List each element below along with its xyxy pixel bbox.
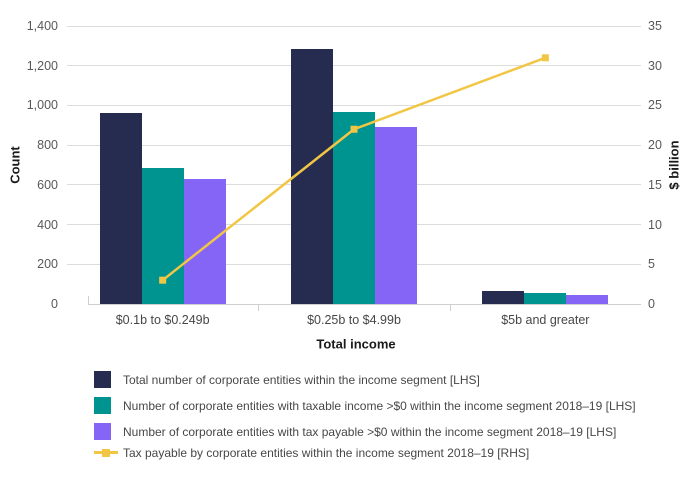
x-axis-title: Total income: [316, 336, 396, 352]
legend-label: Number of corporate entities with taxabl…: [123, 398, 636, 413]
bar-segment: [291, 48, 333, 304]
legend-label: Tax payable by corporate entities within…: [123, 445, 530, 460]
x-axis-line: [88, 304, 641, 305]
category-tick: [258, 304, 260, 311]
gridline: [67, 104, 641, 106]
y-left-tick-label: 200: [37, 257, 58, 272]
gridline: [67, 25, 641, 27]
y-right-tick-label: 25: [648, 98, 662, 113]
y-right-tick-label: 5: [648, 257, 655, 272]
bar-segment: [524, 293, 567, 304]
legend-item: Number of corporate entities with taxabl…: [94, 397, 636, 414]
y-left-tick-label: 1,000: [26, 98, 58, 113]
legend-swatch: [94, 397, 111, 414]
y-right-tick-label: 10: [648, 217, 662, 232]
y-axis-tick: [88, 296, 89, 304]
legend-item: Tax payable by corporate entities within…: [94, 444, 529, 461]
bar-segment: [183, 178, 226, 304]
y-left-tick-label: 800: [37, 138, 58, 153]
category-tick: [449, 304, 451, 311]
legend-swatch: [94, 371, 111, 388]
bar-segment: [99, 113, 142, 304]
legend-label: Total number of corporate entities withi…: [123, 372, 480, 387]
y-left-tick-label: 600: [37, 177, 58, 192]
legend-label: Number of corporate entities with tax pa…: [123, 424, 617, 439]
y-right-tick-label: 0: [648, 297, 655, 311]
legend-item: Total number of corporate entities withi…: [94, 371, 480, 388]
y-right-tick-label: 35: [648, 19, 662, 33]
x-category-label: $5b and greater: [501, 313, 590, 327]
legend-line-marker: [94, 448, 118, 457]
y-left-tick-label: 400: [37, 217, 58, 232]
y-right-tick-label: 15: [648, 177, 662, 192]
legend-swatch: [94, 423, 111, 440]
x-category-label: $0.1b to $0.249b: [115, 313, 210, 327]
bar-segment: [141, 167, 184, 304]
bar-segment: [482, 291, 525, 304]
gridline: [67, 65, 641, 67]
bar-segment: [566, 295, 609, 304]
y-left-tick-label: 1,400: [26, 19, 58, 33]
line-marker: [541, 54, 549, 62]
bar-segment: [375, 127, 417, 304]
bar-segment: [333, 111, 375, 304]
y-left-tick-label: 1,200: [26, 58, 58, 73]
legend-item: Number of corporate entities with tax pa…: [94, 423, 616, 440]
y-left-tick-label: 0: [51, 297, 58, 311]
x-category-label: $0.25b to $4.99b: [307, 313, 401, 327]
y-right-tick-label: 20: [648, 138, 662, 153]
y-right-tick-label: 30: [648, 58, 662, 73]
